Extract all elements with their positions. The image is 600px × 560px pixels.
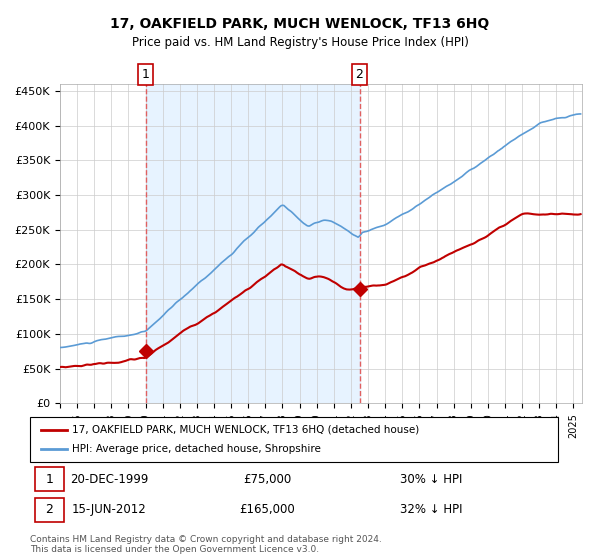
- Text: HPI: Average price, detached house, Shropshire: HPI: Average price, detached house, Shro…: [72, 445, 321, 455]
- Text: 20-DEC-1999: 20-DEC-1999: [70, 473, 148, 486]
- Text: 1: 1: [46, 473, 53, 486]
- Text: 17, OAKFIELD PARK, MUCH WENLOCK, TF13 6HQ: 17, OAKFIELD PARK, MUCH WENLOCK, TF13 6H…: [110, 17, 490, 31]
- Text: Contains HM Land Registry data © Crown copyright and database right 2024.
This d: Contains HM Land Registry data © Crown c…: [30, 535, 382, 554]
- Bar: [146, 84, 359, 403]
- Text: 15-JUN-2012: 15-JUN-2012: [72, 503, 146, 516]
- Text: 1: 1: [142, 68, 149, 81]
- Text: 30% ↓ HPI: 30% ↓ HPI: [400, 473, 462, 486]
- Text: 32% ↓ HPI: 32% ↓ HPI: [400, 503, 462, 516]
- FancyBboxPatch shape: [35, 467, 64, 492]
- Text: 17, OAKFIELD PARK, MUCH WENLOCK, TF13 6HQ (detached house): 17, OAKFIELD PARK, MUCH WENLOCK, TF13 6H…: [72, 424, 419, 435]
- Text: £165,000: £165,000: [240, 503, 295, 516]
- Text: Price paid vs. HM Land Registry's House Price Index (HPI): Price paid vs. HM Land Registry's House …: [131, 36, 469, 49]
- FancyBboxPatch shape: [35, 497, 64, 522]
- Text: 2: 2: [356, 68, 364, 81]
- FancyBboxPatch shape: [30, 417, 558, 462]
- Text: 2: 2: [46, 503, 53, 516]
- Text: £75,000: £75,000: [244, 473, 292, 486]
